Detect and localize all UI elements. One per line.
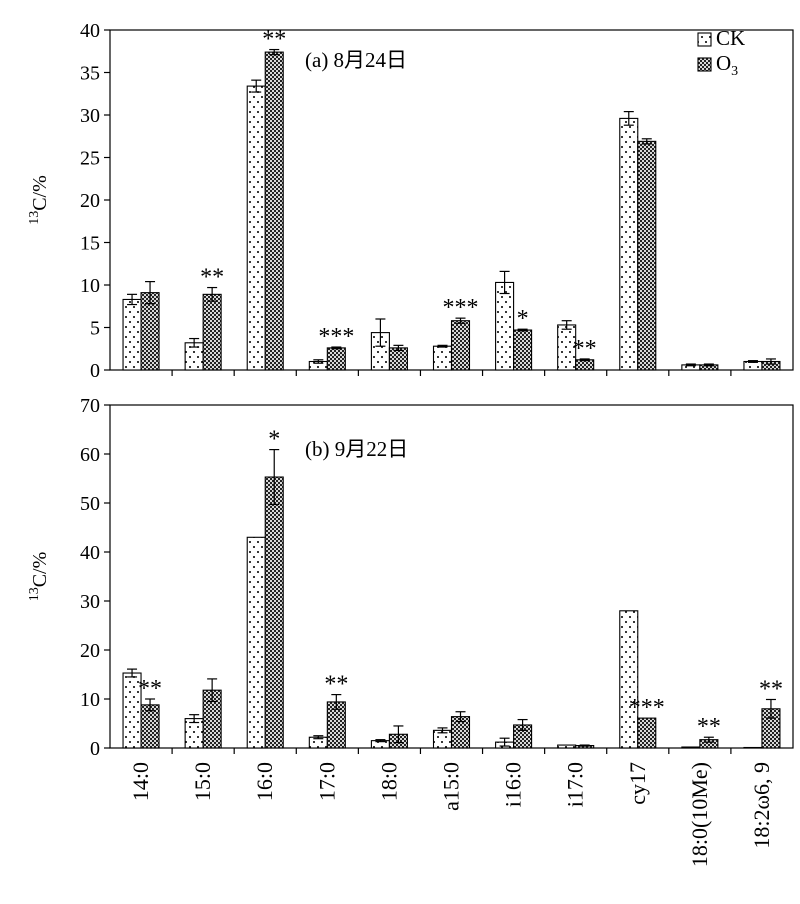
y-axis-label: 13C/% (27, 175, 51, 225)
legend-label-ck: CK (716, 26, 745, 50)
bar-ck (557, 744, 577, 749)
bar-o3 (637, 140, 657, 371)
bar-ck (432, 345, 453, 371)
y-tick-label: 30 (80, 591, 100, 613)
legend-label-sub: 3 (731, 64, 738, 79)
y-tick-label: 50 (80, 493, 100, 515)
y-tick-label: 5 (90, 318, 100, 340)
y-axis-label-sup: 13 (27, 211, 42, 225)
y-tick-label: 15 (80, 233, 100, 255)
x-category-label: 14:0 (128, 762, 153, 801)
y-tick-label: 0 (90, 738, 100, 760)
bar-ck (246, 85, 266, 371)
x-category-label: 17:0 (314, 762, 339, 801)
bar-ck (619, 610, 639, 749)
y-axis-label: 13C/% (27, 552, 51, 602)
y-tick-label: 25 (80, 148, 100, 170)
significance-mark: ** (324, 672, 348, 698)
significance-mark: ** (697, 714, 721, 740)
bar-o3 (202, 293, 222, 371)
significance-mark: *** (629, 695, 665, 721)
x-category-label: i16:0 (501, 762, 526, 807)
bar-ck (743, 746, 763, 749)
y-axis-label-sup: 13 (27, 587, 42, 601)
x-category-label: 16:0 (252, 762, 277, 801)
y-axis-label-main: C/% (29, 552, 51, 588)
bar-o3 (264, 51, 284, 371)
y-tick-label: 20 (80, 640, 100, 662)
bar-ck (246, 536, 266, 749)
significance-mark: *** (318, 324, 354, 350)
x-category-label: 15:0 (190, 762, 215, 801)
y-tick-label: 40 (80, 542, 100, 564)
legend-swatch-o3 (697, 57, 712, 72)
significance-mark: ** (759, 676, 783, 702)
x-category-label: cy17 (625, 762, 650, 805)
significance-mark: *** (443, 295, 479, 321)
bar-o3 (513, 329, 533, 371)
y-tick-label: 0 (90, 360, 100, 382)
significance-mark: ** (138, 676, 162, 702)
y-tick-label: 10 (80, 689, 100, 711)
bar-o3 (637, 717, 657, 749)
significance-mark: * (517, 306, 529, 332)
bar-o3 (264, 476, 284, 749)
y-tick-label: 10 (80, 275, 100, 297)
bar-ck (619, 117, 639, 371)
significance-mark: ** (573, 336, 597, 362)
legend-label-o3: O3 (716, 51, 738, 79)
panel-title: (a) 8月24日 (305, 48, 407, 72)
y-tick-label: 70 (80, 395, 100, 417)
bar-o3 (388, 347, 408, 371)
y-tick-label: 35 (80, 63, 100, 85)
panel-title: (b) 9月22日 (305, 437, 408, 461)
significance-mark: ** (262, 27, 286, 53)
legend-label-main: O (716, 51, 731, 75)
y-tick-label: 20 (80, 190, 100, 212)
x-category-label: 18:0(10Me) (687, 762, 712, 867)
y-tick-label: 40 (80, 20, 100, 42)
x-category-label: i17:0 (563, 762, 588, 807)
y-tick-label: 60 (80, 444, 100, 466)
bar-ck (681, 746, 701, 749)
bar-ck (495, 281, 515, 371)
x-category-label: 18:0 (376, 762, 401, 801)
bar-o3 (326, 347, 346, 371)
significance-mark: ** (200, 265, 224, 291)
bar-o3 (450, 320, 471, 371)
significance-mark: * (268, 427, 280, 453)
y-tick-label: 30 (80, 105, 100, 127)
legend-label-main: CK (716, 26, 745, 50)
bar-ck (122, 298, 142, 371)
legend-swatch-ck (697, 32, 712, 47)
x-category-label: 18:2ω6, 9 (749, 762, 774, 849)
y-axis-label-main: C/% (29, 175, 51, 211)
x-category-label: a15:0 (439, 762, 464, 811)
